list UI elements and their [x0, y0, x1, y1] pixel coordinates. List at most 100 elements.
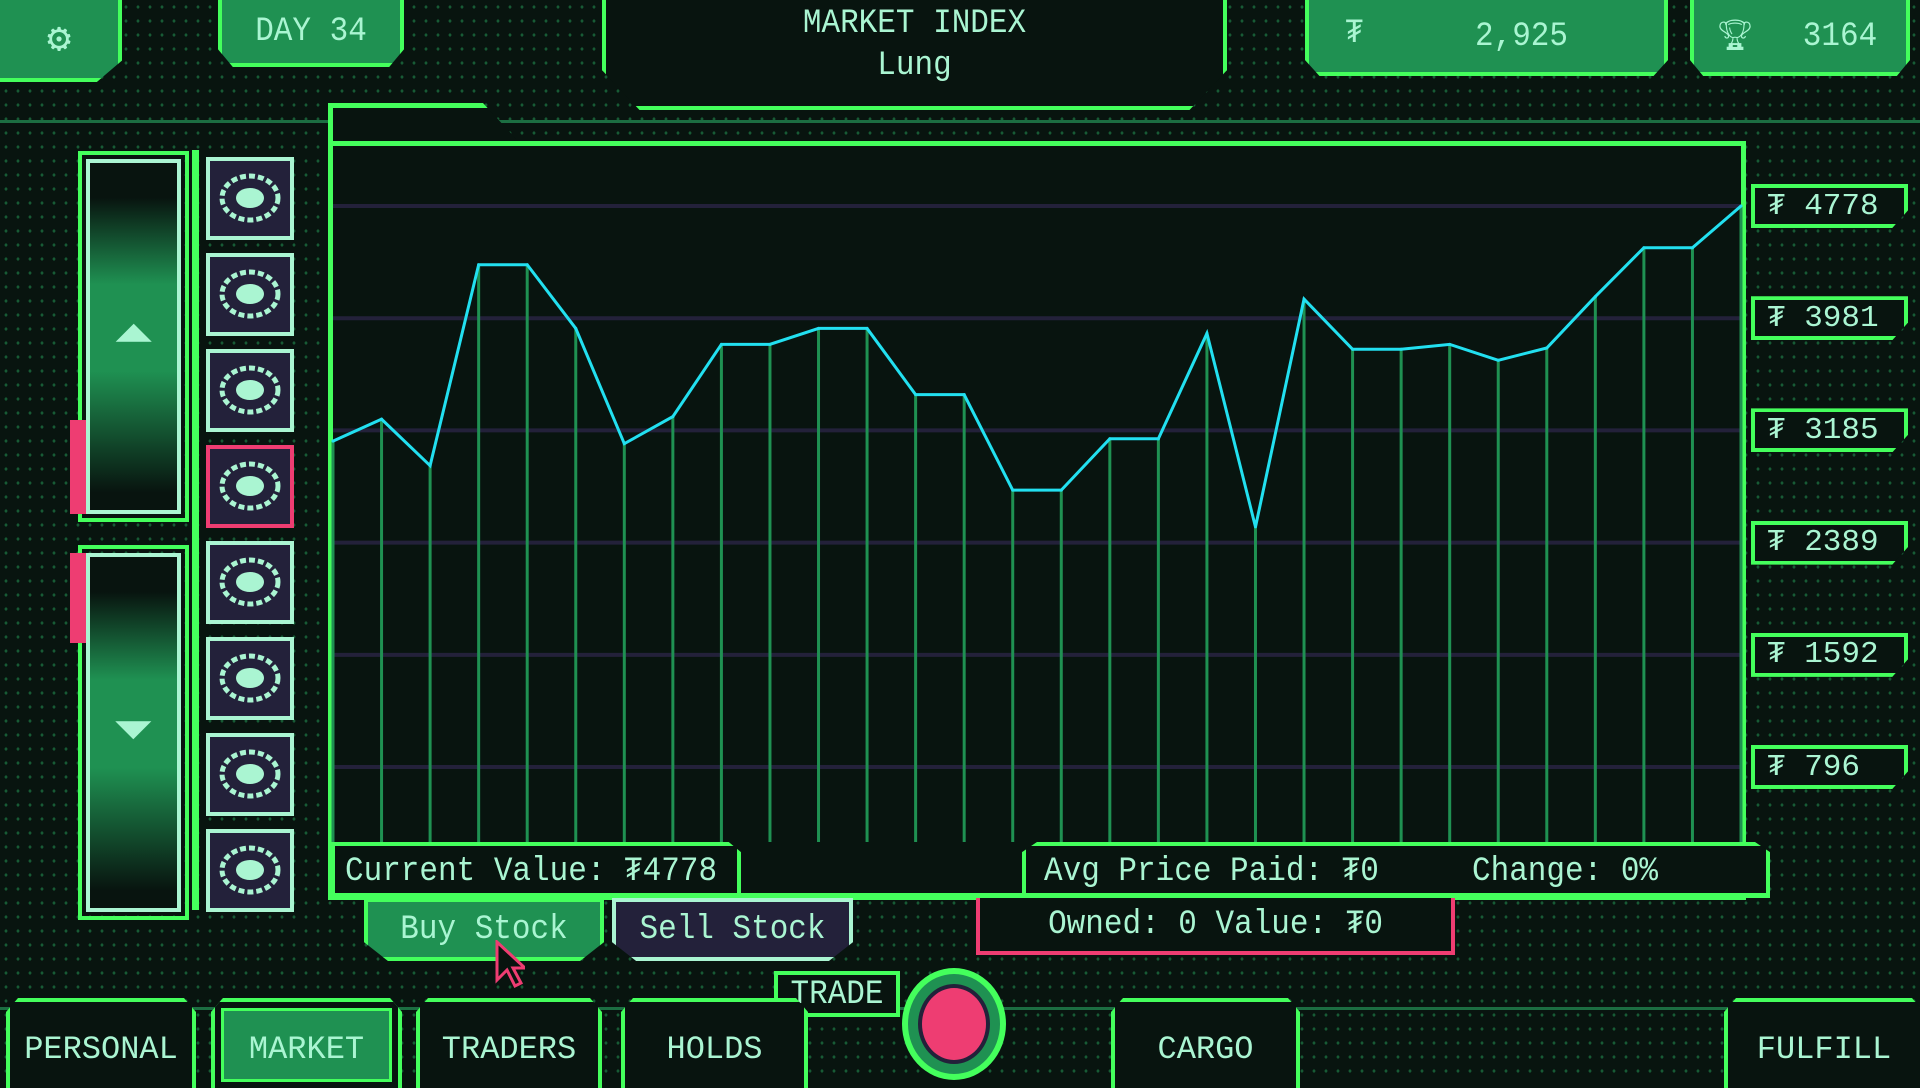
tab-traders[interactable]: TRADERS: [416, 998, 602, 1088]
organ-item-stomach[interactable]: [206, 637, 294, 720]
current-value-box: Current Value: ₮4778: [331, 842, 741, 898]
data-point: [622, 442, 626, 446]
data-point: [1108, 437, 1112, 441]
y-tick-label: ₮ 1592: [1751, 632, 1908, 677]
brain-icon: [219, 557, 281, 607]
owned-box: Owned: 0 Value: ₮0: [976, 898, 1455, 955]
data-point: [525, 263, 529, 267]
kidney-icon: [219, 365, 281, 415]
data-point: [1448, 342, 1452, 346]
y-tick-label: ₮ 2389: [1751, 520, 1908, 565]
data-point: [1156, 437, 1160, 441]
data-point: [1253, 525, 1257, 529]
buy-stock-button[interactable]: Buy Stock: [364, 898, 604, 961]
page-title: MARKET INDEX: [802, 4, 1027, 43]
liver-icon: [219, 269, 281, 319]
cursor-icon: [495, 940, 525, 989]
organ-name: Lung: [877, 46, 952, 85]
day-label: DAY 34: [255, 12, 367, 51]
chevron-up-icon: ⏶: [113, 308, 154, 366]
scroll-up-button[interactable]: ⏶: [78, 151, 189, 522]
data-point: [1690, 246, 1694, 250]
organ-item-heart[interactable]: [206, 733, 294, 816]
organ-item-intestine[interactable]: [206, 157, 294, 240]
tab-cargo[interactable]: CARGO: [1111, 998, 1300, 1088]
divider: [328, 893, 1770, 898]
tab-label: PERSONAL: [24, 1030, 178, 1068]
gear-icon: ⚙: [46, 18, 72, 64]
buy-stock-label: Buy Stock: [400, 910, 568, 949]
trophy-icon: 🏆︎: [1716, 21, 1755, 55]
data-point: [1399, 347, 1403, 351]
tab-label: MARKET: [248, 1030, 365, 1068]
y-tick-label: ₮ 3981: [1751, 296, 1908, 341]
intestine-icon: [219, 173, 281, 223]
data-point: [477, 263, 481, 267]
data-point: [1351, 347, 1355, 351]
tab-label: HOLDS: [666, 1030, 763, 1068]
price-change: Change: 0%: [1472, 852, 1659, 891]
data-point: [962, 393, 966, 397]
current-value: Current Value: ₮4778: [345, 852, 718, 891]
data-point: [1496, 358, 1500, 362]
data-point: [1593, 295, 1597, 299]
data-point: [719, 342, 723, 346]
tab-personal[interactable]: PERSONAL: [6, 998, 196, 1088]
price-line: [332, 204, 1742, 528]
trade-button-light: [918, 984, 990, 1064]
data-point: [1302, 297, 1306, 301]
currency-icon: ₮: [1345, 14, 1364, 53]
scroll-indicator: [70, 553, 86, 643]
settings-button[interactable]: ⚙: [0, 0, 122, 82]
data-point: [1642, 246, 1646, 250]
data-point: [768, 342, 772, 346]
stats-box: Avg Price Paid: ₮0 Change: 0%: [1022, 842, 1770, 898]
tab-market[interactable]: MARKET: [211, 998, 402, 1088]
tab-label: FULFILL: [1756, 1030, 1892, 1068]
sell-stock-label: Sell Stock: [639, 910, 826, 949]
trade-button[interactable]: [902, 968, 1006, 1080]
data-point: [914, 393, 918, 397]
chart-frame-top: [328, 141, 1746, 146]
data-point: [428, 464, 432, 468]
tab-holds[interactable]: HOLDS: [621, 998, 808, 1088]
sell-stock-button[interactable]: Sell Stock: [612, 898, 853, 961]
scroll-indicator: [70, 420, 86, 514]
tab-label: TRADERS: [441, 1030, 577, 1068]
money-value: 2,925: [1474, 16, 1568, 56]
background-line: [0, 120, 1920, 123]
chevron-down-icon: ⏷: [113, 704, 154, 762]
data-point: [574, 326, 578, 330]
score-display: 🏆︎ 3164: [1690, 0, 1910, 76]
organ-item-lung[interactable]: [206, 445, 294, 528]
tab-fulfill[interactable]: FULFILL: [1724, 998, 1920, 1088]
tab-label: CARGO: [1157, 1030, 1254, 1068]
heart-icon: [219, 749, 281, 799]
owned-value: Owned: 0 Value: ₮0: [1048, 905, 1383, 944]
stomach-icon: [219, 653, 281, 703]
organ-item-bone[interactable]: [206, 829, 294, 912]
data-point: [1059, 488, 1063, 492]
y-tick-label: ₮ 3185: [1751, 408, 1908, 453]
title-panel: MARKET INDEX Lung: [602, 0, 1227, 110]
scroll-down-button[interactable]: ⏷: [78, 545, 189, 920]
score-value: 3164: [1802, 16, 1878, 56]
y-tick-label: ₮ 4778: [1751, 184, 1908, 228]
organ-item-kidney[interactable]: [206, 349, 294, 432]
data-point: [380, 417, 384, 421]
organ-item-liver[interactable]: [206, 253, 294, 336]
y-tick-label: ₮ 796: [1751, 745, 1908, 789]
data-point: [671, 415, 675, 419]
data-point: [817, 326, 821, 330]
lung-icon: [219, 461, 281, 511]
data-point: [1205, 331, 1209, 335]
organ-item-brain[interactable]: [206, 541, 294, 624]
data-point: [331, 439, 335, 443]
data-point: [865, 326, 869, 330]
avg-price-paid: Avg Price Paid: ₮0: [1044, 852, 1379, 891]
day-counter: DAY 34: [218, 0, 404, 67]
bone-icon: [219, 845, 281, 895]
divider: [192, 150, 199, 910]
money-display: ₮ 2,925: [1305, 0, 1668, 76]
